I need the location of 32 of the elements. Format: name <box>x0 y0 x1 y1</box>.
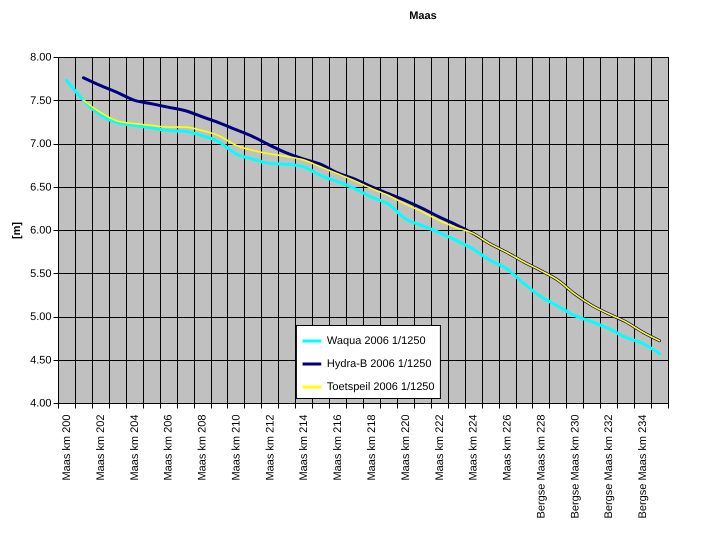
legend-label: Hydra-B 2006 1/1250 <box>326 358 432 370</box>
x-tick-label: Maas km 226 <box>502 414 514 481</box>
legend-label: Waqua 2006 1/1250 <box>326 335 426 347</box>
x-tick-label: Maas km 222 <box>434 414 446 481</box>
x-tick-label: Maas km 218 <box>366 414 378 481</box>
x-tick-label: Bergse Maas km 234 <box>637 414 650 518</box>
y-tick-label: 8.00 <box>30 52 52 64</box>
x-tick-label: Maas km 216 <box>332 414 344 481</box>
y-axis-title: [m] <box>11 222 24 240</box>
y-tick-label: 7.00 <box>30 138 52 150</box>
x-tick-label: Maas km 212 <box>264 414 276 481</box>
y-tick-label: 5.50 <box>30 268 52 280</box>
x-tick-label: Maas km 220 <box>400 414 412 481</box>
y-tick-label: 4.00 <box>30 398 52 410</box>
x-tick-label: Maas km 206 <box>162 414 175 481</box>
x-tick-label: Maas km 204 <box>128 414 141 481</box>
x-tick-label: Bergse Maas km 228 <box>535 414 548 518</box>
x-tick-label: Bergse Maas km 230 <box>569 414 582 518</box>
chart-title: Maas <box>409 10 437 22</box>
x-tick-label: Maas km 202 <box>94 414 107 481</box>
y-tick-label: 4.50 <box>30 354 52 366</box>
x-tick-label: Maas km 224 <box>468 414 480 481</box>
x-tick-label: Maas km 200 <box>60 414 73 481</box>
y-tick-label: 5.00 <box>30 311 52 323</box>
x-tick-label: Bergse Maas km 232 <box>603 414 616 518</box>
x-tick-label: Maas km 208 <box>196 414 209 481</box>
x-tick-label: Maas km 210 <box>230 414 242 481</box>
legend-label: Toetspeil 2006 1/1250 <box>326 381 435 393</box>
y-tick-label: 6.00 <box>30 224 52 236</box>
x-tick-label: Maas km 214 <box>298 414 310 481</box>
y-tick-label: 7.50 <box>30 94 52 107</box>
y-tick-label: 6.50 <box>30 181 52 194</box>
